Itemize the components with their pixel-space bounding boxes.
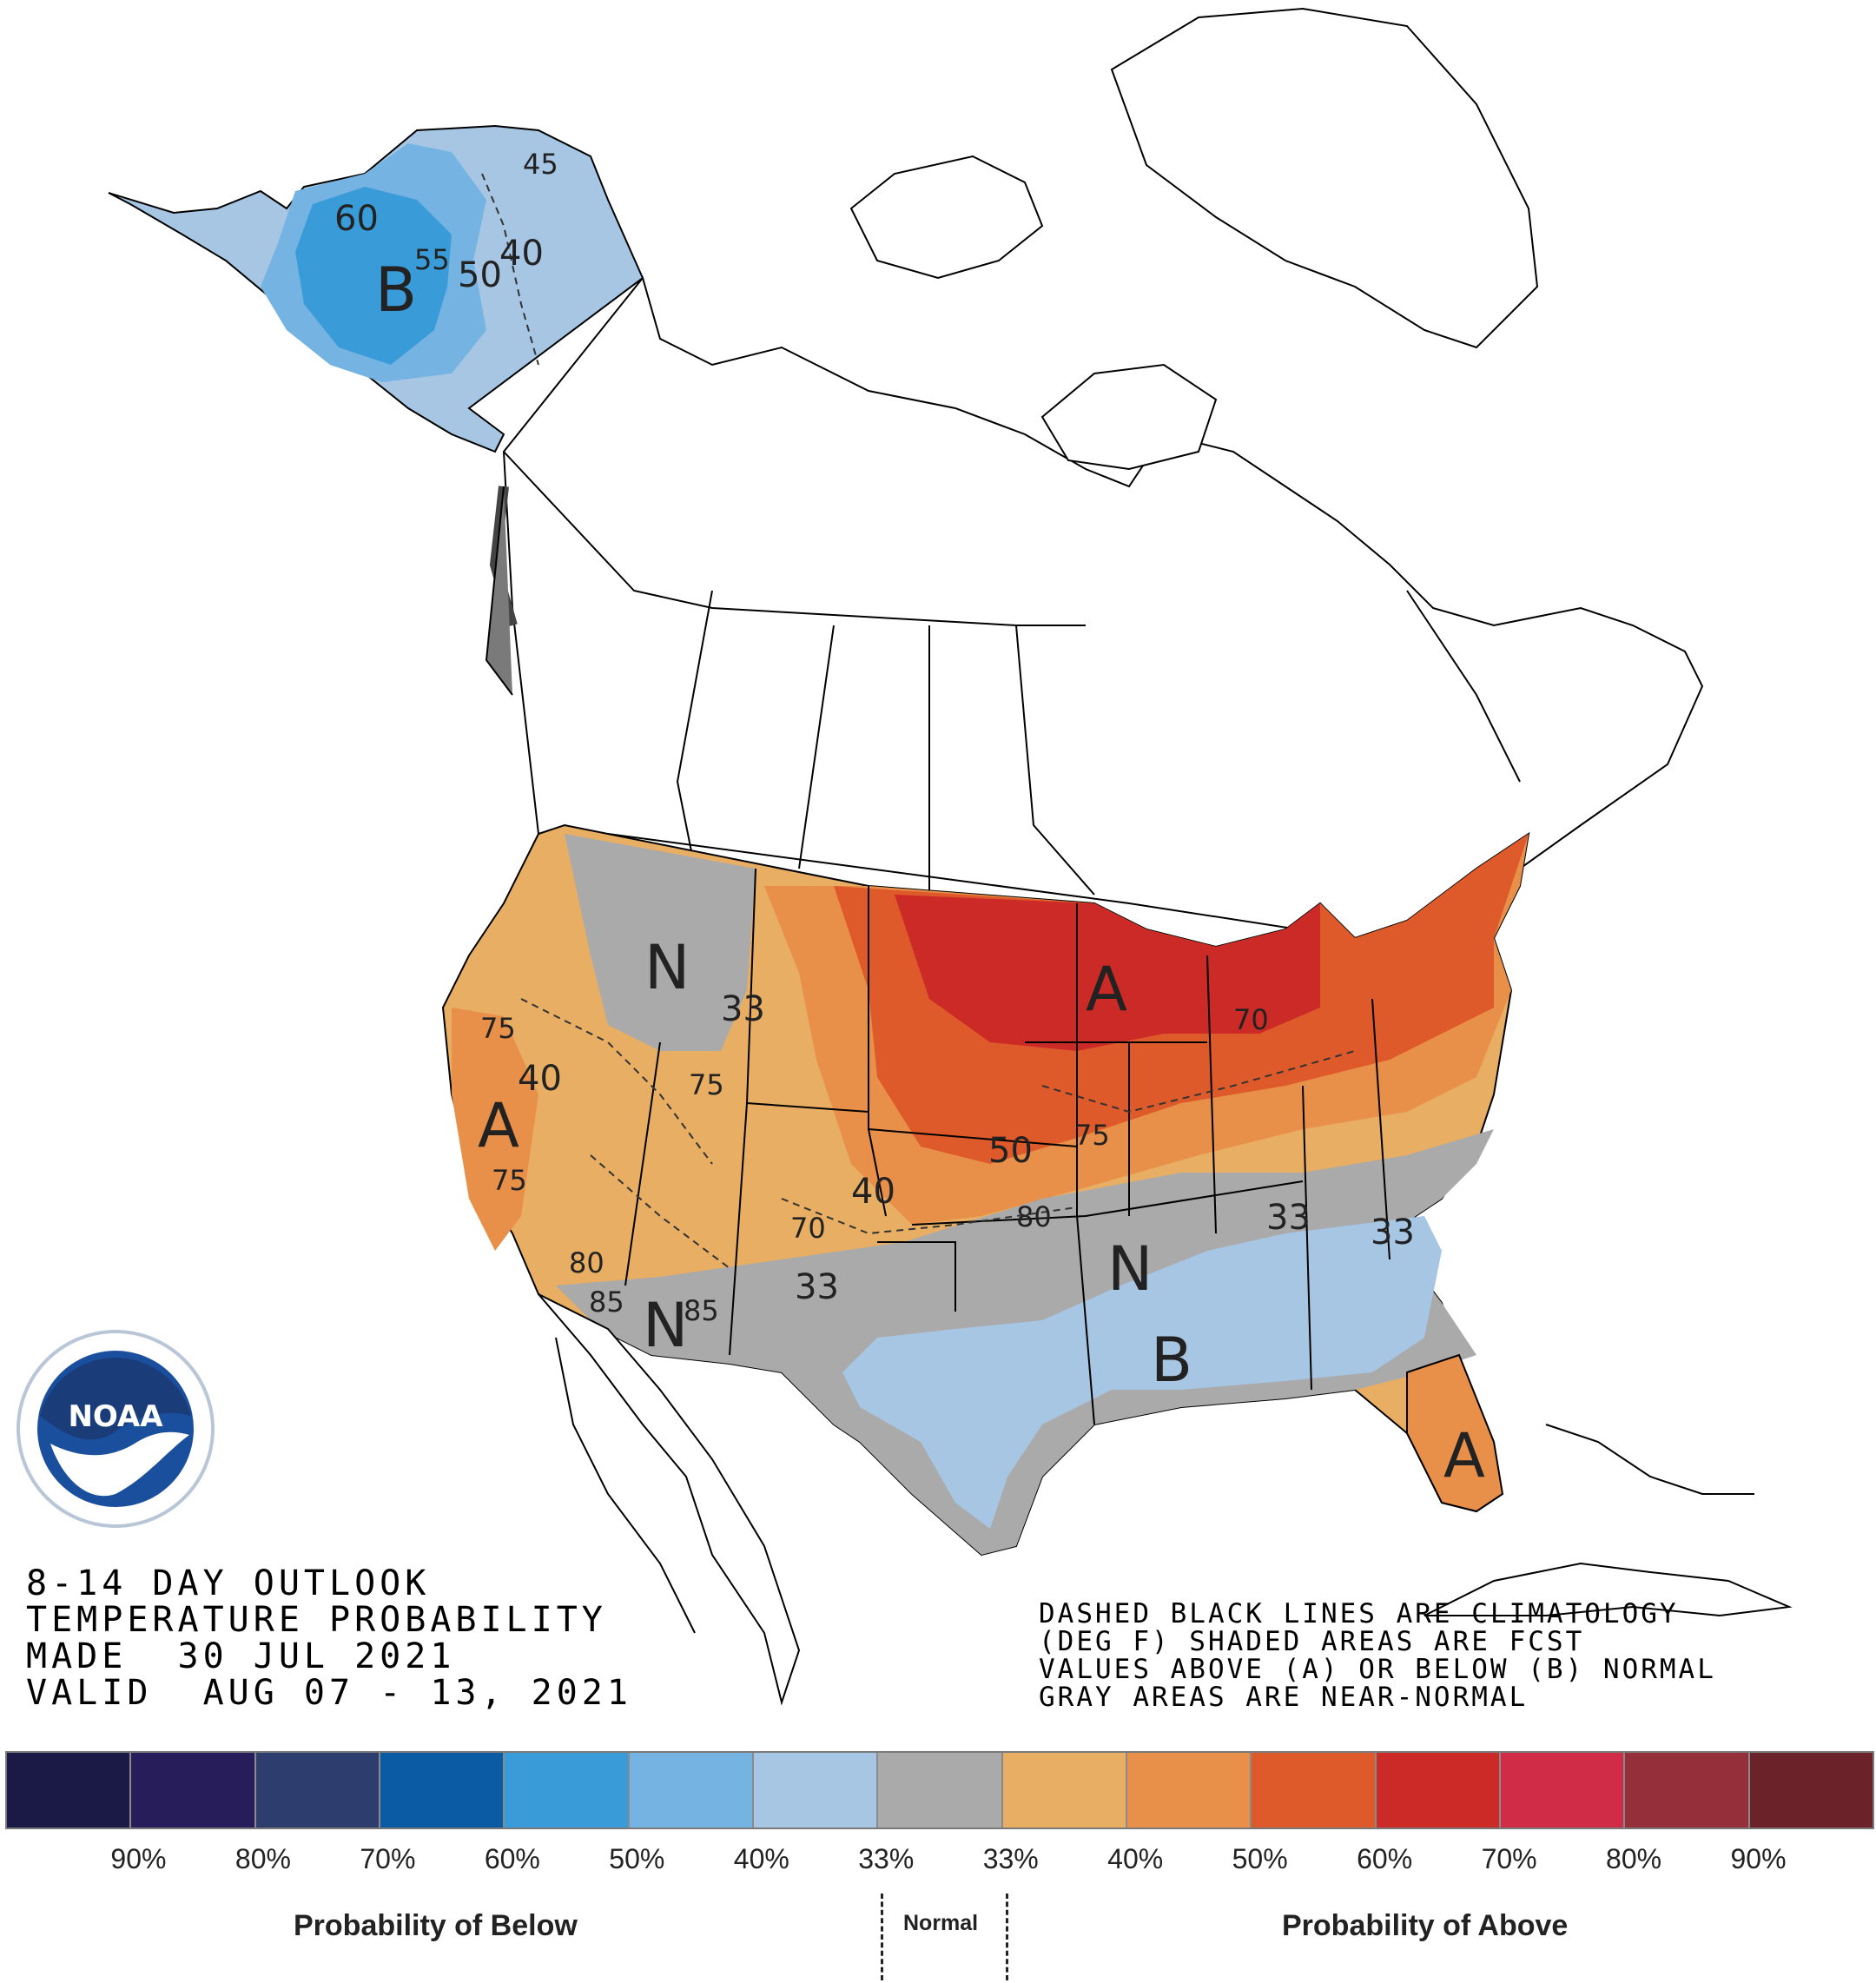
colorbar-swatch	[380, 1753, 505, 1828]
outlook-line-3: MADE 30 JUL 2021	[26, 1636, 456, 1676]
svg-text:50: 50	[988, 1131, 1033, 1171]
colorbar-swatch	[1749, 1753, 1873, 1828]
note-line-4: GRAY AREAS ARE NEAR-NORMAL	[1039, 1682, 1529, 1713]
climatology-contours	[520, 998, 1356, 1269]
northwest-normal-letter: N	[644, 932, 690, 1003]
normal-caption: Normal	[903, 1911, 979, 1935]
probability-label: 90%	[1730, 1843, 1787, 1874]
svg-text:45: 45	[523, 148, 558, 181]
normal-divider-right	[1006, 1894, 1008, 1980]
svg-text:75: 75	[480, 1012, 516, 1045]
colorbar-swatch	[878, 1753, 1003, 1828]
svg-text:40: 40	[518, 1059, 562, 1099]
probability-label: 40%	[733, 1843, 789, 1874]
colorbar-swatch	[1376, 1753, 1501, 1828]
svg-text:70: 70	[790, 1212, 826, 1245]
legend-note: DASHED BLACK LINES ARE CLIMATOLOGY (DEG F…	[1039, 1600, 1716, 1711]
central-normal-letter: N	[1107, 1233, 1153, 1305]
below-caption: Probability of Below	[294, 1909, 578, 1942]
colorbar-swatch	[131, 1753, 256, 1828]
svg-text:33: 33	[795, 1267, 839, 1307]
svg-text:85: 85	[589, 1286, 624, 1319]
probability-label: 90%	[110, 1843, 167, 1874]
svg-text:50: 50	[458, 255, 502, 295]
probability-label: 70%	[1481, 1843, 1537, 1874]
svg-text:75: 75	[492, 1164, 527, 1197]
southeast-below-letter: B	[1151, 1325, 1192, 1396]
svg-text:40: 40	[499, 234, 544, 274]
probability-label: 33%	[982, 1843, 1039, 1874]
probability-label: 40%	[1107, 1843, 1164, 1874]
note-line-2: (DEG F) SHADED AREAS ARE FCST	[1039, 1626, 1585, 1657]
noaa-seal-icon: NOAA	[17, 1330, 215, 1528]
svg-text:60: 60	[334, 199, 379, 239]
note-line-3: VALUES ABOVE (A) OR BELOW (B) NORMAL	[1039, 1654, 1716, 1685]
region-letters: B N A A N N B A	[375, 254, 1485, 1491]
colorbar-swatch	[1500, 1753, 1626, 1828]
svg-text:80: 80	[569, 1246, 604, 1279]
mexico-region	[538, 1293, 1793, 1706]
note-line-1: DASHED BLACK LINES ARE CLIMATOLOGY	[1039, 1598, 1679, 1629]
svg-text:80: 80	[1016, 1200, 1052, 1233]
colorbar-swatch	[1625, 1753, 1750, 1828]
svg-text:55: 55	[414, 243, 450, 276]
probability-label: 80%	[234, 1843, 291, 1874]
midwest-above-letter: A	[1086, 954, 1127, 1025]
florida-above-letter: A	[1443, 1420, 1485, 1491]
contour-labels: 45 60 55 50 40 33 75 40 70 75 75 80 85 8…	[334, 148, 1415, 1327]
probability-label: 33%	[858, 1843, 915, 1874]
canada-region	[485, 7, 1704, 940]
southwest-normal-letter: N	[643, 1290, 688, 1361]
colorbar-swatch	[1126, 1753, 1252, 1828]
probability-label: 50%	[609, 1843, 665, 1874]
colorbar-swatch	[1252, 1753, 1377, 1828]
probability-label: 60%	[1357, 1843, 1413, 1874]
outlook-line-1: 8-14 DAY OUTLOOK	[26, 1563, 431, 1603]
probability-label: 50%	[1232, 1843, 1288, 1874]
svg-text:33: 33	[1371, 1213, 1415, 1253]
outlook-line-2: TEMPERATURE PROBABILITY	[26, 1600, 607, 1640]
svg-text:33: 33	[721, 989, 765, 1029]
alaska-region	[108, 124, 644, 453]
probability-colorbar	[5, 1751, 1874, 1829]
colorbar-swatch	[629, 1753, 754, 1828]
probability-label: 70%	[360, 1843, 416, 1874]
svg-text:33: 33	[1266, 1198, 1311, 1238]
colorbar-swatch	[1002, 1753, 1127, 1828]
svg-text:40: 40	[851, 1172, 895, 1212]
svg-text:75: 75	[1074, 1119, 1110, 1152]
colorbar-swatch	[255, 1753, 380, 1828]
normal-divider-left	[881, 1894, 883, 1980]
outlook-line-4: VALID AUG 07 - 13, 2021	[26, 1673, 632, 1713]
colorbar-swatch	[7, 1753, 132, 1828]
svg-text:70: 70	[1233, 1003, 1269, 1036]
probability-label: 60%	[484, 1843, 540, 1874]
colorbar-swatch	[753, 1753, 879, 1828]
colorbar-swatch	[505, 1753, 630, 1828]
svg-text:85: 85	[684, 1294, 719, 1327]
outlook-title-block: 8-14 DAY OUTLOOK TEMPERATURE PROBABILITY M…	[26, 1565, 632, 1711]
california-above-letter: A	[478, 1090, 519, 1161]
noaa-logo-text: NOAA	[68, 1399, 163, 1434]
svg-text:75: 75	[689, 1068, 724, 1101]
above-caption: Probability of Above	[1282, 1909, 1569, 1942]
probability-label: 80%	[1606, 1843, 1662, 1874]
us-region	[441, 823, 1530, 1557]
alaska-below-letter: B	[375, 254, 417, 326]
